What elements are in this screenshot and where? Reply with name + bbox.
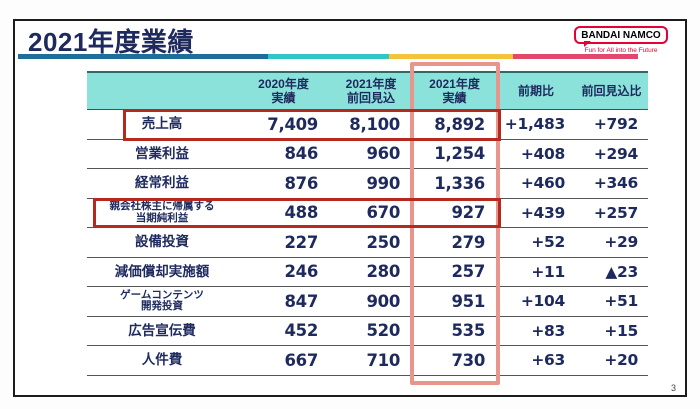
logo-tagline: Fun for All into the Future [584,47,658,54]
brand-logo: BANDAI NAMCO Fun for All into the Future [571,25,671,54]
cell-fy2020: 246 [237,257,330,287]
title-bar-segment-cyan [268,54,389,59]
title-bar-segment-pink [513,54,638,59]
cell-yoy: +104 [497,287,575,317]
cell-fy2021-forecast: 520 [330,316,412,346]
cell-fy2020: 876 [237,169,330,199]
page-number: 3 [670,383,676,393]
cell-fy2020: 452 [237,316,330,346]
cell-fy2021-forecast: 280 [330,257,412,287]
cell-fy2020: 227 [237,228,330,258]
title-bar-segment-yellow [389,54,513,59]
header-cell-vs-forecast: 前回見込比 [575,71,648,110]
cell-vs-forecast: +20 [575,346,648,376]
cell-yoy: +83 [497,316,575,346]
row-label-advertising: 広告宣伝費 [87,316,237,346]
header-cell-fy2021-forecast: 2021年度 前回見込 [330,71,412,110]
logo-wordmark-text: BANDAI NAMCO [581,30,661,41]
cell-fy2021-actual: 1,254 [412,139,497,169]
cell-vs-forecast: ▲23 [575,257,648,287]
row-label-personnel: 人件費 [87,346,237,376]
results-table: 2020年度 実績 2021年度 前回見込 2021年度 実績 前期比 前回見込比 売… [87,71,648,376]
cell-fy2021-actual: 535 [412,316,497,346]
cell-vs-forecast: +15 [575,316,648,346]
row-label-game-content-dev: ゲームコンテンツ 開発投資 [87,287,237,317]
cell-fy2021-actual: 927 [412,198,497,228]
cell-fy2020: 847 [237,287,330,317]
title-bar-segment-blue [18,54,268,59]
row-label-net-income: 親会社株主に帰属する 当期純利益 [87,198,237,228]
cell-fy2021-forecast: 8,100 [330,110,412,140]
cell-fy2021-actual: 951 [412,287,497,317]
cell-vs-forecast: +51 [575,287,648,317]
cell-fy2021-actual: 8,892 [412,110,497,140]
logo-wordmark: BANDAI NAMCO [574,26,668,47]
cell-yoy: +52 [497,228,575,258]
cell-vs-forecast: +29 [575,228,648,258]
header-cell-fy2020: 2020年度 実績 [237,71,330,110]
cell-yoy: +1,483 [497,110,575,140]
cell-vs-forecast: +257 [575,198,648,228]
cell-fy2021-forecast: 670 [330,198,412,228]
cell-vs-forecast: +792 [575,110,648,140]
header-cell-yoy: 前期比 [497,71,575,110]
cell-yoy: +439 [497,198,575,228]
cell-fy2020: 488 [237,198,330,228]
cell-vs-forecast: +346 [575,169,648,199]
title-underline-bar [18,54,638,59]
row-label-depreciation: 減価償却実施額 [87,257,237,287]
row-label-operating-profit: 営業利益 [87,139,237,169]
cell-fy2021-forecast: 990 [330,169,412,199]
row-label-capex: 設備投資 [87,228,237,258]
cell-fy2021-actual: 730 [412,346,497,376]
cell-fy2021-forecast: 900 [330,287,412,317]
header-cell-blank [87,71,237,110]
cell-fy2020: 846 [237,139,330,169]
cell-yoy: +460 [497,169,575,199]
cell-fy2021-forecast: 960 [330,139,412,169]
cell-vs-forecast: +294 [575,139,648,169]
header-cell-fy2021-actual: 2021年度 実績 [412,71,497,110]
cell-fy2021-forecast: 250 [330,228,412,258]
cell-fy2020: 7,409 [237,110,330,140]
cell-fy2021-actual: 257 [412,257,497,287]
cell-fy2021-actual: 279 [412,228,497,258]
logo-bubble-tail-icon [584,41,592,47]
row-label-net-sales: 売上高 [87,110,237,140]
slide: 2021年度業績 BANDAI NAMCO Fun for All into t… [13,19,687,397]
cell-yoy: +63 [497,346,575,376]
cell-yoy: +11 [497,257,575,287]
cell-fy2020: 667 [237,346,330,376]
cell-fy2021-forecast: 710 [330,346,412,376]
cell-yoy: +408 [497,139,575,169]
page-title: 2021年度業績 [28,27,194,57]
row-label-recurring-profit: 経常利益 [87,169,237,199]
cell-fy2021-actual: 1,336 [412,169,497,199]
